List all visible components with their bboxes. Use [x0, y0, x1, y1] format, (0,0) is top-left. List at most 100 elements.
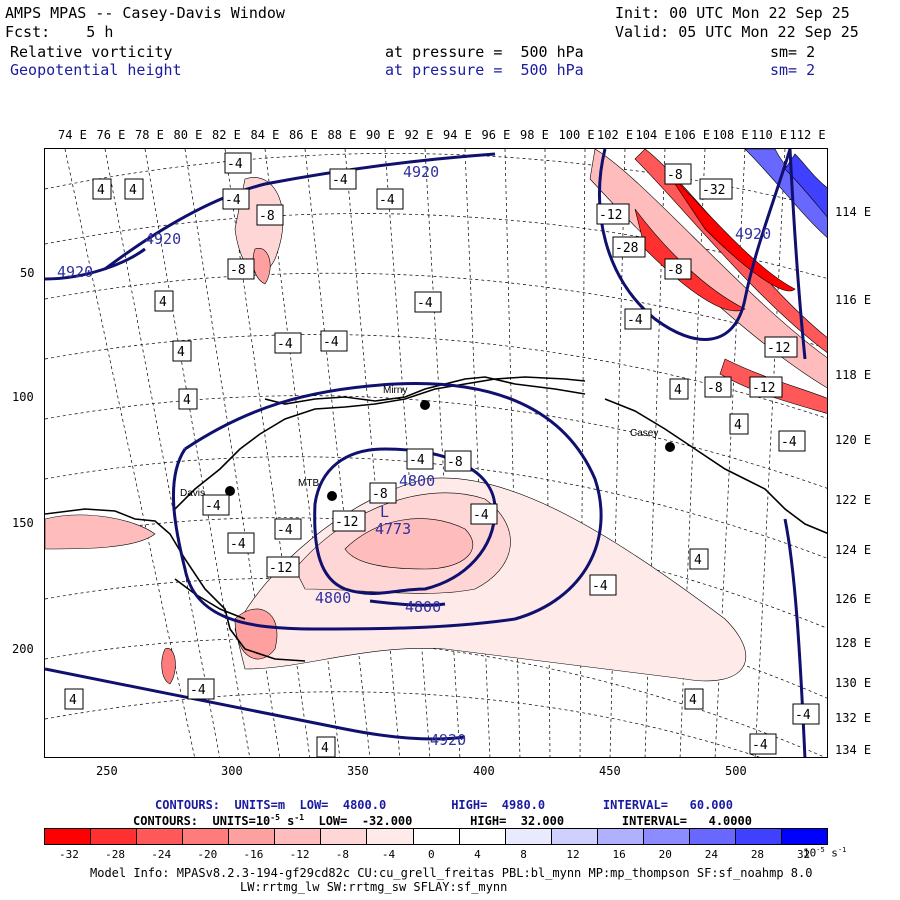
top-longitude-label: 84 E — [250, 128, 280, 142]
right-longitude-label: 126 E — [835, 592, 872, 606]
svg-text:4: 4 — [159, 295, 167, 310]
height-label-4920-a: 4920 — [145, 230, 181, 248]
model-info-line2: LW:rrtmg_lw SW:rrtmg_sw SFLAY:sf_mynn — [240, 880, 508, 894]
svg-text:-8: -8 — [667, 263, 683, 278]
height-contour-info: CONTOURS: UNITS=m LOW= 4800.0 HIGH= 4980… — [155, 798, 733, 812]
colorbar-swatch — [275, 829, 322, 844]
svg-text:-4: -4 — [230, 537, 246, 552]
svg-text:4: 4 — [674, 383, 682, 398]
svg-text:-4: -4 — [190, 683, 206, 698]
x-label-300: 300 — [221, 764, 243, 778]
svg-text:-28: -28 — [615, 241, 638, 256]
right-longitude-label: 120 E — [835, 433, 872, 447]
colorbar-tick-label: 20 — [658, 848, 672, 861]
colorbar-swatch — [459, 829, 506, 844]
svg-text:-4: -4 — [323, 335, 339, 350]
colorbar-units: 10-5 s-1 — [803, 846, 847, 860]
svg-text:-4: -4 — [781, 435, 797, 450]
colorbar-swatch — [137, 829, 184, 844]
top-longitude-label: 90 E — [366, 128, 395, 142]
svg-text:-12: -12 — [599, 208, 622, 223]
y-label-100: 100 — [12, 390, 34, 404]
colorbar-tick-label: 12 — [566, 848, 580, 861]
station-casey-dot[interactable] — [665, 442, 675, 452]
colorbar-swatch — [597, 829, 644, 844]
svg-text:-4: -4 — [752, 738, 768, 753]
vorticity-labels: 4 4 4 4 4 4 4 4 4 4 4 -4 -4 -4 -4 -4 -4 … — [64, 152, 820, 757]
colorbar-tick-label: -24 — [151, 848, 172, 861]
forecast-hour: Fcst: 5 h — [5, 23, 114, 41]
svg-text:-8: -8 — [447, 455, 463, 470]
colorbar-swatch — [551, 829, 598, 844]
height-label-4920-c: 4920 — [403, 163, 439, 181]
svg-text:-4: -4 — [277, 337, 293, 352]
top-longitude-label: 94 E — [443, 128, 472, 142]
svg-text:-4: -4 — [795, 708, 811, 723]
top-longitude-label: 88 E — [327, 128, 357, 142]
height-label-4920-d: 4920 — [735, 225, 771, 243]
svg-text:4: 4 — [321, 741, 329, 756]
field1-name: Relative vorticity — [10, 43, 173, 61]
svg-text:4: 4 — [689, 693, 697, 708]
svg-text:-32: -32 — [702, 183, 725, 198]
y-label-50: 50 — [20, 266, 35, 280]
station-mirny-label: Mirny — [383, 385, 407, 396]
top-longitude-label: 104 E — [635, 128, 672, 142]
station-mtb-dot[interactable] — [327, 491, 337, 501]
right-longitude-label: 116 E — [835, 293, 872, 307]
x-label-350: 350 — [347, 764, 369, 778]
colorbar-tick-label: 4 — [474, 848, 481, 861]
top-longitude-label: 92 E — [404, 128, 434, 142]
top-longitude-label: 76 E — [96, 128, 126, 142]
map-panel[interactable]: Davis MTB Mirny Casey 4920 4920 4920 492… — [44, 148, 828, 758]
top-longitude-label: 112 E — [789, 128, 826, 142]
model-info: Model Info: MPASv8.2.3-194-gf29cd82c CU:… — [90, 866, 813, 880]
stations — [225, 400, 675, 501]
colorbar — [44, 828, 828, 845]
right-longitude-label: 128 E — [835, 636, 872, 650]
svg-text:4: 4 — [97, 183, 105, 198]
right-longitude-label: 124 E — [835, 543, 872, 557]
height-label-4800-b: 4800 — [315, 589, 351, 607]
height-label-4920-e: 4920 — [430, 731, 466, 749]
svg-text:-4: -4 — [277, 523, 293, 538]
svg-text:-8: -8 — [372, 487, 388, 502]
field1-smooth: sm= 2 — [770, 43, 816, 61]
station-davis-dot[interactable] — [225, 486, 235, 496]
map-svg: Davis MTB Mirny Casey 4920 4920 4920 492… — [45, 149, 827, 757]
colorbar-swatch — [735, 829, 782, 844]
colorbar-swatch — [45, 829, 92, 844]
height-label-4800-c: 4800 — [405, 598, 441, 616]
field2-smooth: sm= 2 — [770, 61, 816, 79]
colorbar-swatch — [183, 829, 230, 844]
colorbar-swatch — [91, 829, 138, 844]
x-label-500: 500 — [725, 764, 747, 778]
vorticity-contour-info: CONTOURS: UNITS=10-5 s-1 LOW= -32.000 HI… — [133, 813, 752, 828]
colorbar-tick-label: 8 — [520, 848, 527, 861]
colorbar-swatch — [505, 829, 552, 844]
top-longitude-label: 86 E — [289, 128, 318, 142]
top-longitude-label: 108 E — [712, 128, 749, 142]
svg-text:4: 4 — [129, 183, 137, 198]
height-label-4773: 4773 — [375, 520, 411, 538]
colorbar-swatch — [229, 829, 276, 844]
colorbar-tick-label: -16 — [243, 848, 264, 861]
svg-text:-4: -4 — [473, 508, 489, 523]
svg-text:-4: -4 — [409, 453, 425, 468]
svg-text:-12: -12 — [335, 515, 358, 530]
colorbar-tick-label: 16 — [612, 848, 626, 861]
svg-text:-4: -4 — [332, 173, 348, 188]
colorbar-swatch — [367, 829, 414, 844]
x-label-400: 400 — [473, 764, 495, 778]
svg-text:4: 4 — [694, 553, 702, 568]
height-label-4800-a: 4800 — [399, 472, 435, 490]
top-longitude-label: 78 E — [135, 128, 164, 142]
colorbar-tick-label: -32 — [59, 848, 79, 861]
station-mirny-dot[interactable] — [420, 400, 430, 410]
field1-level: at pressure = 500 hPa — [385, 43, 584, 61]
colorbar-tick-label: -20 — [197, 848, 218, 861]
svg-text:-4: -4 — [417, 296, 433, 311]
model-title: AMPS MPAS -- Casey-Davis Window — [5, 4, 285, 22]
x-label-450: 450 — [599, 764, 621, 778]
top-longitude-label: 80 E — [173, 128, 203, 142]
